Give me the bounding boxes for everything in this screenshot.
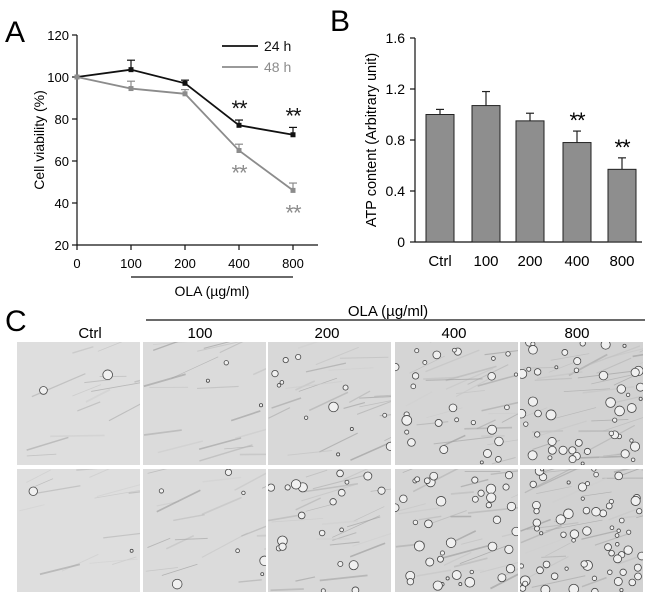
series-0-significance-mark: **: [285, 103, 302, 128]
series-0-point: [128, 67, 134, 73]
micrograph-tile: [395, 469, 518, 592]
panel-c-letter: C: [5, 305, 27, 338]
panel-a-y-tick-label: 20: [55, 238, 69, 253]
micrograph-texture: [143, 342, 266, 462]
panel-a-x-tick-label: 400: [228, 256, 250, 271]
series-1-point: [182, 91, 188, 97]
micrograph-tile: [17, 342, 140, 465]
micrograph-tile: [17, 469, 140, 592]
micrograph-tile: [520, 469, 643, 592]
panel-b-y-tick-label: 1.6: [386, 30, 406, 46]
micrograph-texture: [26, 342, 140, 457]
series-0-point: [236, 122, 242, 128]
panel-a-x-axis-label: OLA (µg/ml): [175, 283, 250, 299]
panel-a-x-tick-label: 100: [120, 256, 142, 271]
micrograph-texture: [268, 469, 391, 592]
panel-b-x-tick-label: 800: [609, 253, 634, 270]
panel-b-y-axis-label: ATP content (Arbitrary unit): [364, 53, 380, 227]
panel-b-bar: [471, 105, 501, 243]
panel-b-bar: [425, 114, 455, 243]
series-0-line: [76, 68, 294, 136]
micrograph-tile: [268, 342, 391, 465]
micrograph-tile: [143, 342, 266, 465]
panel-b-bar: [607, 168, 637, 243]
panel-b-x-tick-label: 200: [517, 253, 542, 270]
panel-b-significance-mark: **: [569, 108, 586, 133]
legend-label-1: 48 h: [264, 59, 291, 75]
micrograph-texture: [268, 342, 391, 461]
micrograph-texture: [395, 469, 518, 591]
micrograph-texture: [395, 342, 518, 465]
panel-c-column-label: 800: [564, 325, 589, 342]
series-1-significance-mark: **: [231, 161, 248, 186]
micrograph-tile: [268, 469, 391, 592]
panel-b-bar: [562, 142, 592, 243]
panel-a-y-tick-label: 80: [55, 112, 69, 127]
micrograph-tile: [143, 469, 266, 592]
panel-a-y-tick-label: 100: [47, 70, 69, 85]
series-1-point: [290, 187, 296, 193]
panel-b-letter: B: [330, 5, 350, 38]
series-1-point: [236, 148, 242, 153]
micrograph-tile: [520, 342, 643, 465]
panel-b-x-tick-label: 100: [473, 253, 498, 270]
panel-a-x-tick-label: 200: [174, 256, 196, 271]
series-1-point: [74, 74, 80, 80]
series-1-point: [128, 86, 134, 92]
panel-b-x-tick-label: 400: [564, 253, 589, 270]
panel-a-x-tick-label: 800: [282, 256, 304, 271]
series-1-significance-mark: **: [285, 200, 302, 225]
panel-c-column-label: 400: [441, 325, 466, 342]
panel-b-significance-mark: **: [614, 135, 631, 160]
legend-label-0: 24 h: [264, 38, 291, 54]
panel-b-bar: [515, 120, 545, 243]
series-0-significance-mark: **: [231, 96, 248, 121]
micrograph-texture: [520, 469, 643, 592]
panel-b-x-tick-label: Ctrl: [428, 253, 451, 270]
panel-a-y-tick-label: 60: [55, 154, 69, 169]
series-0-point: [182, 80, 188, 86]
panel-b-y-tick-label: 1.2: [386, 81, 406, 97]
series-0-point: [290, 132, 296, 138]
panel-c-column-label: Ctrl: [78, 325, 101, 342]
micrograph-texture: [520, 342, 643, 465]
panel-a-letter: A: [5, 16, 25, 49]
micrograph-tile: [395, 342, 518, 465]
panel-a-y-tick-label: 40: [55, 196, 69, 211]
panel-a-x-tick-label: 0: [73, 256, 80, 271]
panel-c-column-label: 100: [187, 325, 212, 342]
micrograph-texture: [145, 469, 266, 590]
panel-a-y-axis-label: Cell viability (%): [31, 90, 47, 190]
panel-b-y-tick-label: 0.8: [386, 132, 406, 148]
panel-b-y-tick-label: 0: [397, 234, 405, 250]
panel-c-column-label: 200: [314, 325, 339, 342]
micrograph-texture: [19, 469, 140, 576]
panel-a-y-tick-label: 120: [47, 28, 69, 43]
panel-b-y-tick-label: 0.4: [386, 183, 406, 199]
panel-c-header: OLA (µg/ml): [348, 303, 428, 320]
